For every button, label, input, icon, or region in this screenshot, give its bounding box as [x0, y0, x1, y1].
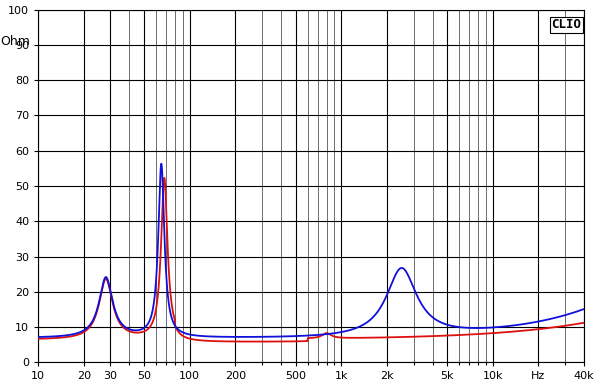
Text: CLIO: CLIO: [551, 18, 581, 31]
Text: Ohm: Ohm: [0, 35, 30, 48]
